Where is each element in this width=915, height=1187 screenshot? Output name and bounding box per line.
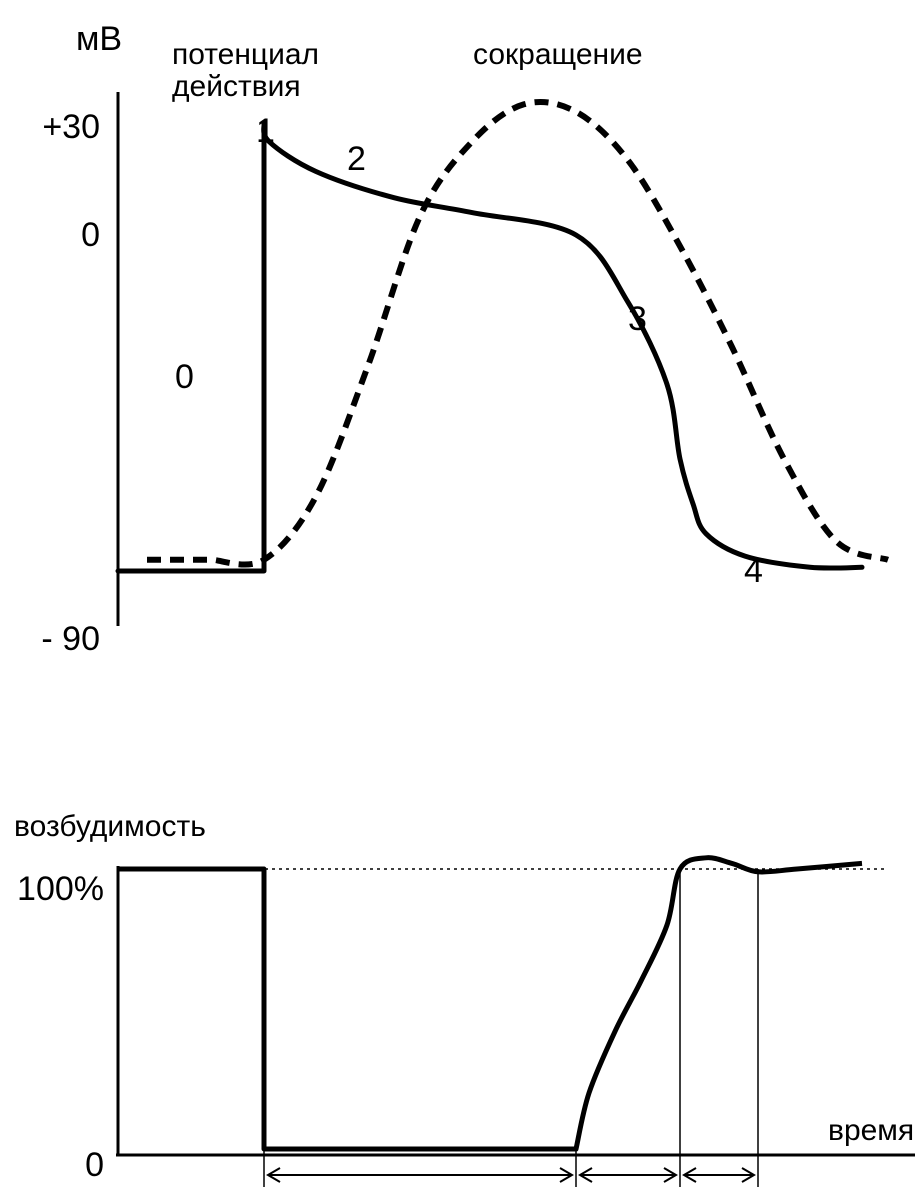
period-arrow xyxy=(266,1167,574,1183)
contraction-series-line xyxy=(147,99,890,568)
potential-chart: мВ потенциал действия сокращение +30 0 -… xyxy=(41,20,890,658)
phase-label-2: 2 xyxy=(347,140,366,178)
action-potential-label-line2: действия xyxy=(172,70,301,103)
period-arrow xyxy=(578,1167,678,1183)
action-potential-label-line1: потенциал xyxy=(172,38,319,71)
action-potential-series-line xyxy=(115,120,865,574)
time-x-axis-label: время xyxy=(828,1114,914,1147)
excitability-series-line xyxy=(118,855,863,1152)
phase-label-3: 3 xyxy=(628,300,647,338)
excitability-y-axis-label: возбудимость xyxy=(14,810,206,843)
period-arrows xyxy=(266,1167,756,1183)
phase-label-1: 1 xyxy=(256,112,275,150)
potential-y-axis-label: мВ xyxy=(76,20,122,58)
phase-label-4: 4 xyxy=(744,552,763,590)
contraction-label: сокращение xyxy=(473,38,643,71)
phase-label-0: 0 xyxy=(175,358,194,396)
potential-ytick-1: 0 xyxy=(81,216,100,254)
excitability-ytick-0: 100% xyxy=(17,870,104,908)
excitability-ytick-1: 0 xyxy=(85,1146,104,1184)
excitability-chart: возбудимость время 100% 0 xyxy=(14,810,915,1187)
period-marker-lines xyxy=(263,869,759,1187)
potential-ytick-0: +30 xyxy=(42,108,100,146)
potential-ytick-2: - 90 xyxy=(41,620,100,658)
period-arrow xyxy=(682,1167,756,1183)
